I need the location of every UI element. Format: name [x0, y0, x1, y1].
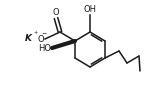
Text: HO: HO	[38, 44, 51, 53]
Text: +: +	[33, 29, 37, 35]
Text: O: O	[37, 35, 44, 44]
Text: OH: OH	[84, 5, 96, 14]
Text: −: −	[41, 31, 47, 36]
Text: K: K	[25, 33, 32, 43]
Text: O: O	[53, 8, 59, 17]
